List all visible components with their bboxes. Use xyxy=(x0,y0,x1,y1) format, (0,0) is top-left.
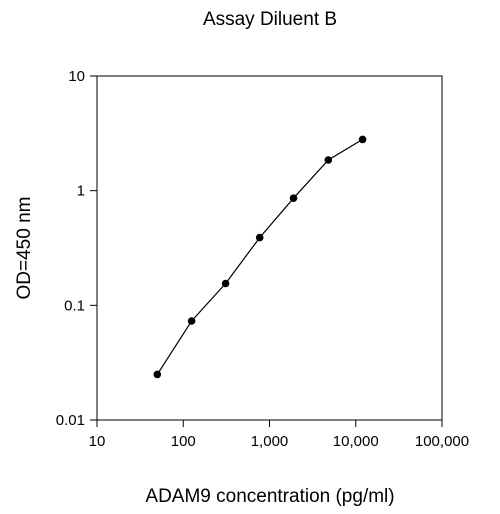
data-point xyxy=(324,156,333,164)
x-axis-label: ADAM9 concentration (pg/ml) xyxy=(145,486,394,507)
x-tick-label: 10 xyxy=(89,433,106,450)
data-series xyxy=(153,135,367,379)
x-tick-label: 100,000 xyxy=(415,433,469,450)
y-tick-label: 0.01 xyxy=(56,412,85,429)
data-point xyxy=(289,194,298,202)
data-point xyxy=(255,233,264,242)
x-tick-label: 100 xyxy=(171,433,196,450)
x-axis: 10 100 1,000 10,000 100,000 xyxy=(89,420,469,450)
data-point xyxy=(153,370,162,379)
x-tick-label: 1,000 xyxy=(251,433,289,450)
y-tick-label: 0.1 xyxy=(64,297,85,314)
y-tick-label: 10 xyxy=(68,68,85,85)
data-point xyxy=(221,279,230,288)
y-axis-label: OD=450 nm xyxy=(14,197,35,300)
data-point xyxy=(187,317,196,325)
y-axis: 0.01 0.1 1 10 xyxy=(56,68,97,429)
series-line xyxy=(156,138,363,375)
y-tick-label: 1 xyxy=(77,183,85,200)
data-point xyxy=(358,135,367,144)
x-tick-label: 10,000 xyxy=(333,433,379,450)
chart-title: Assay Diluent B xyxy=(203,9,337,30)
plot-area xyxy=(96,75,443,421)
